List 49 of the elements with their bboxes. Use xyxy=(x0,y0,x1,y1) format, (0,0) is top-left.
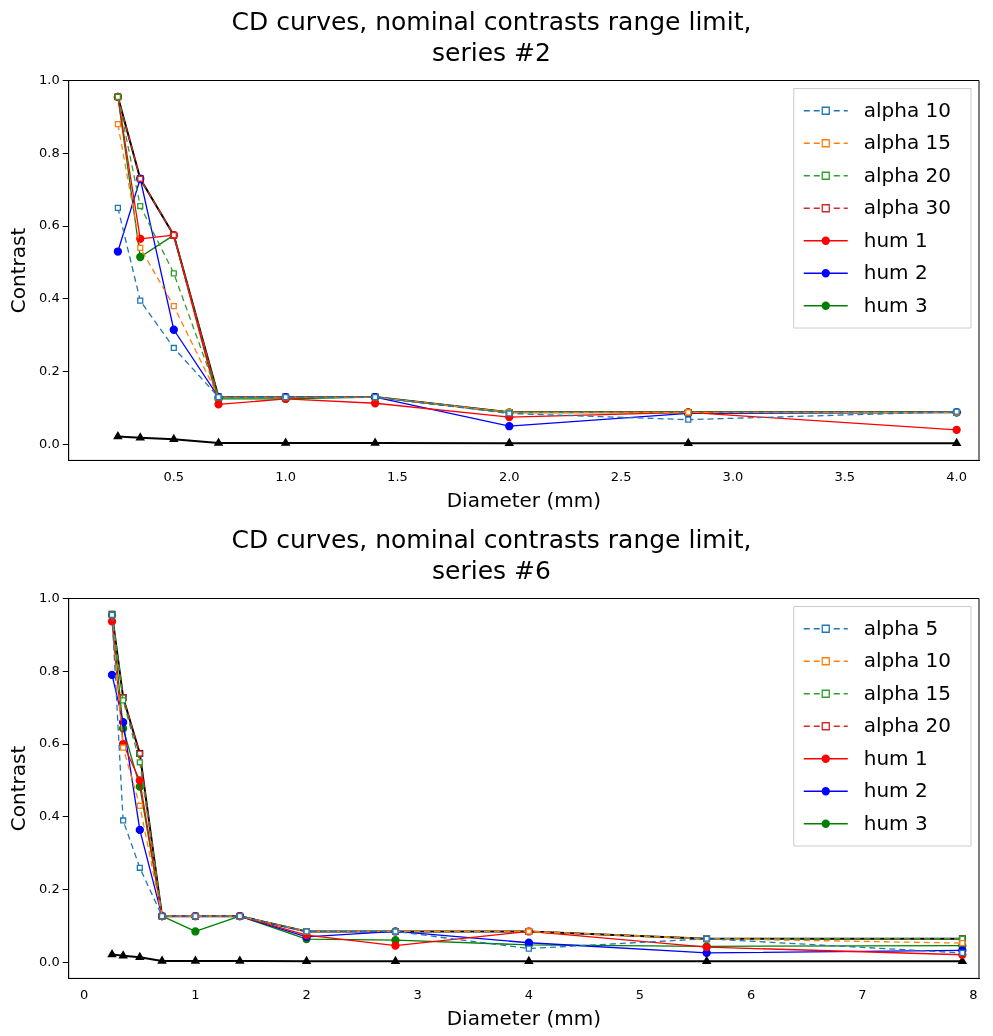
x-axis-title: Diameter (mm) xyxy=(446,1006,601,1031)
x-tick-label: 4 xyxy=(524,986,533,1002)
x-tick-label: 1 xyxy=(191,986,200,1002)
y-tick-label: 0.0 xyxy=(38,953,60,969)
y-tick-label: 1.0 xyxy=(38,589,60,605)
legend-label: alpha 20 xyxy=(863,713,951,738)
x-tick-label: 1.0 xyxy=(275,468,296,484)
y-tick-label: 0.6 xyxy=(38,735,60,751)
legend-label: hum 3 xyxy=(863,292,928,317)
y-tick-label: 0.0 xyxy=(38,435,60,451)
x-tick-label: 0.5 xyxy=(163,468,185,484)
legend-label: hum 1 xyxy=(863,227,928,252)
x-tick-label: 3.0 xyxy=(722,468,744,484)
legend-label: hum 2 xyxy=(863,778,928,803)
legend-label: alpha 15 xyxy=(863,130,951,155)
legend-label: alpha 20 xyxy=(863,162,951,187)
y-tick-label: 0.4 xyxy=(38,290,60,306)
legend-label: alpha 10 xyxy=(863,648,951,673)
x-tick-label: 4.0 xyxy=(946,468,967,484)
y-tick-label: 0.2 xyxy=(38,362,60,378)
x-tick-label: 5 xyxy=(635,986,645,1002)
y-tick-label: 0.6 xyxy=(38,217,60,233)
x-tick-label: 8 xyxy=(969,986,978,1002)
chart-title: CD curves, nominal contrasts range limit, series #6 xyxy=(231,525,752,586)
x-tick-label: 2 xyxy=(302,986,311,1002)
chart-title: CD curves, nominal contrasts range limit, series #2 xyxy=(231,7,752,68)
x-tick-label: 0 xyxy=(80,986,89,1002)
legend-label: alpha 15 xyxy=(863,680,951,705)
y-axis-title: Contrast xyxy=(6,227,31,314)
legend-label: alpha 30 xyxy=(863,195,951,220)
legend-label: alpha 5 xyxy=(863,615,939,640)
x-tick-label: 7 xyxy=(858,986,867,1002)
y-tick-label: 0.8 xyxy=(38,144,60,160)
x-tick-label: 6 xyxy=(747,986,756,1002)
x-tick-label: 2.0 xyxy=(498,468,520,484)
x-tick-label: 2.5 xyxy=(610,468,632,484)
legend-label: hum 1 xyxy=(863,745,928,770)
y-tick-label: 1.0 xyxy=(38,71,60,87)
y-tick-label: 0.8 xyxy=(38,662,60,678)
legend-label: hum 2 xyxy=(863,260,928,285)
y-tick-label: 0.4 xyxy=(38,808,60,824)
legend-label: hum 3 xyxy=(863,810,928,835)
y-axis-title: Contrast xyxy=(6,745,31,832)
x-tick-label: 1.5 xyxy=(387,468,408,484)
x-tick-label: 3.5 xyxy=(834,468,856,484)
x-axis-title: Diameter (mm) xyxy=(446,488,601,513)
y-tick-label: 0.2 xyxy=(38,880,60,896)
legend-label: alpha 10 xyxy=(863,97,951,122)
x-tick-label: 3 xyxy=(413,986,422,1002)
